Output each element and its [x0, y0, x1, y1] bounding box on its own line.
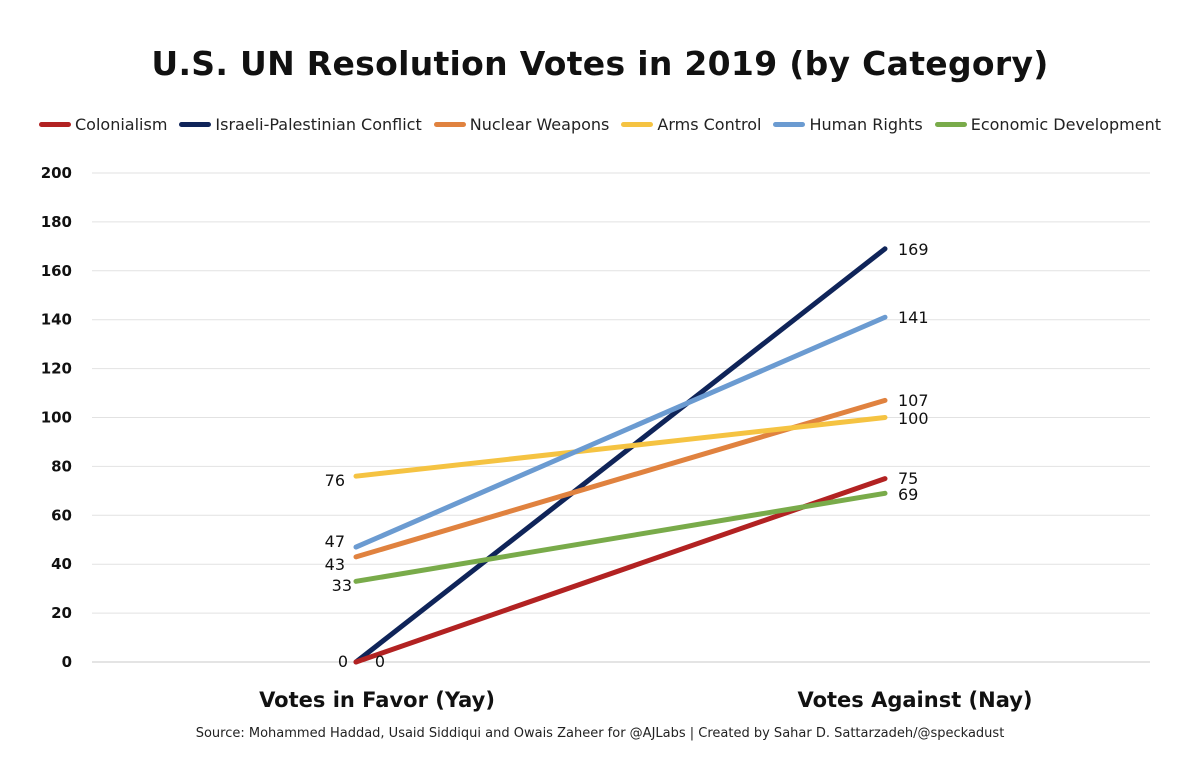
series-line — [353, 246, 888, 665]
source-note: Source: Mohammed Haddad, Usaid Siddiqui … — [195, 726, 1005, 741]
data-label: 169 — [898, 240, 929, 259]
legend-label: Israeli-Palestinian Conflict — [215, 115, 422, 134]
legend-label: Arms Control — [657, 115, 762, 134]
y-tick-label: 0 — [62, 653, 72, 671]
data-label: 107 — [898, 391, 929, 410]
legend-item: Human Rights — [773, 115, 923, 134]
legend-swatch — [433, 122, 466, 127]
y-tick-label: 40 — [51, 555, 72, 573]
legend-label: Nuclear Weapons — [469, 115, 610, 134]
y-tick-labels: 0 20 40 60 80 100 120 140 160 180 200 — [41, 164, 72, 671]
data-label: 0 — [375, 652, 385, 671]
series-line — [353, 415, 888, 479]
legend-item: Arms Control — [621, 115, 761, 134]
legend-item: Nuclear Weapons — [433, 115, 610, 134]
legend-item: Israeli-Palestinian Conflict — [179, 115, 422, 134]
legend: Colonialism Israeli-Palestinian Conflict N… — [0, 115, 1200, 134]
data-label: 47 — [325, 532, 345, 551]
y-tick-label: 160 — [41, 262, 72, 280]
y-tick-label: 120 — [41, 360, 72, 378]
data-label: 100 — [898, 409, 929, 428]
legend-label: Human Rights — [809, 115, 923, 134]
data-label: 141 — [898, 308, 929, 327]
legend-swatch — [773, 122, 806, 127]
y-tick-label: 180 — [41, 213, 72, 231]
y-tick-label: 60 — [51, 506, 72, 524]
y-tick-label: 20 — [51, 604, 72, 622]
x-category-label: Votes in Favor (Yay) — [259, 688, 495, 712]
data-label: 76 — [325, 471, 345, 490]
legend-swatch — [621, 122, 654, 127]
x-category-label: Votes Against (Nay) — [797, 688, 1032, 712]
legend-label: Colonialism — [75, 115, 168, 134]
y-tick-label: 100 — [41, 409, 72, 427]
series-line — [353, 314, 888, 550]
legend-swatch — [179, 122, 212, 127]
x-tick-labels: Votes in Favor (Yay) Votes Against (Nay) — [259, 688, 1032, 712]
legend-item: Economic Development — [934, 115, 1161, 134]
legend-swatch — [934, 122, 967, 127]
data-label: 69 — [898, 485, 918, 504]
series-line — [353, 490, 888, 584]
y-tick-label: 200 — [41, 164, 72, 182]
y-tick-label: 140 — [41, 311, 72, 329]
data-label: 43 — [325, 555, 345, 574]
data-label: 0 — [338, 652, 348, 671]
data-label: 75 — [898, 469, 918, 488]
data-labels: 0 75 0 169 43 107 76 100 47 141 33 69 — [325, 240, 929, 671]
y-tick-label: 80 — [51, 457, 72, 475]
legend-label: Economic Development — [970, 115, 1161, 134]
chart-title: U.S. UN Resolution Votes in 2019 (by Cat… — [151, 44, 1049, 83]
gridlines — [92, 172, 1150, 663]
series-lines — [353, 246, 888, 665]
legend-item: Colonialism — [39, 115, 167, 134]
legend-swatch — [39, 122, 71, 127]
data-label: 33 — [332, 576, 352, 595]
